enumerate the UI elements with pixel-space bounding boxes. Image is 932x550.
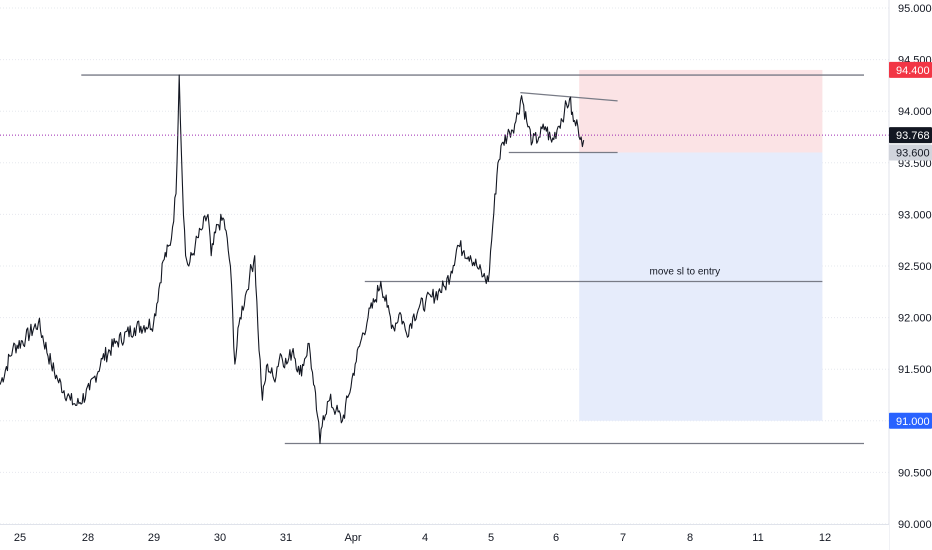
time-tick-label: 30 (214, 532, 226, 544)
price-tick-label: 90.000 (898, 519, 932, 531)
time-tick-label: 6 (553, 532, 559, 544)
price-tag-label: 93.768 (896, 130, 930, 142)
price-tick-label: 94.000 (898, 106, 932, 118)
time-tick-label: 12 (819, 532, 831, 544)
time-tick-label: 8 (687, 532, 693, 544)
time-tick-label: 31 (280, 532, 292, 544)
price-axis-panel[interactable] (889, 0, 932, 550)
annotations: move sl to entry (650, 266, 721, 277)
price-tick-label: 90.500 (898, 467, 932, 479)
price-tag-bg (889, 144, 932, 161)
annotation-move-sl: move sl to entry (650, 266, 721, 277)
price-tag-bg (889, 412, 932, 429)
price-tick-label: 92.000 (898, 313, 932, 325)
time-axis-panel[interactable] (0, 524, 889, 550)
price-tag-label: 94.400 (896, 65, 930, 77)
price-tag-bg (889, 127, 932, 144)
price-tick-label: 91.500 (898, 364, 932, 376)
price-tick-label: 93.000 (898, 209, 932, 221)
drawing-lines (81, 74, 864, 445)
time-tick-label: 29 (148, 532, 160, 544)
time-tick-label: 5 (488, 532, 494, 544)
time-tick-label: Apr (344, 532, 361, 544)
time-tick-label: 7 (620, 532, 626, 544)
price-tag-label: 93.600 (896, 147, 930, 159)
price-tick-label: 92.500 (898, 261, 932, 273)
take-profit-zone (579, 152, 823, 421)
time-tick-label: 25 (14, 532, 26, 544)
stop-loss-zone (579, 69, 823, 153)
price-series (0, 74, 585, 445)
price-tick-label: 93.500 (898, 158, 932, 170)
time-tick-label: 11 (752, 532, 763, 544)
time-tick-label: 4 (422, 532, 428, 544)
price-tag-bg (889, 61, 932, 78)
position-zones (579, 69, 823, 421)
price-tick-label: 95.000 (898, 3, 932, 15)
flag-upper-line (520, 91, 618, 102)
time-tick-label: 28 (82, 532, 94, 544)
price-tag-label: 91.000 (896, 416, 930, 428)
price-tags: 94.400 93.768 93.600 91.000 (889, 61, 932, 429)
price-line (0, 74, 585, 445)
time-axis-ticks: 25 28 29 30 31 Apr 4 5 6 7 8 11 12 (14, 532, 831, 544)
